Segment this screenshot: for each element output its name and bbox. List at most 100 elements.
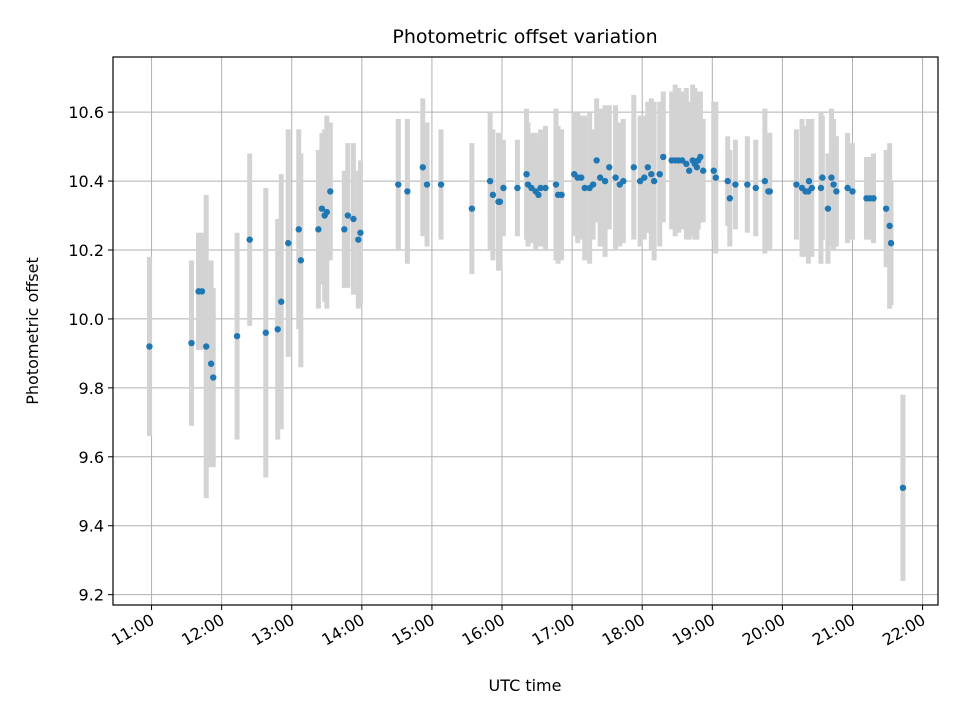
- data-point: [644, 164, 652, 171]
- y-tick-label: 9.2: [79, 586, 104, 605]
- data-point: [683, 160, 690, 168]
- data-point: [596, 174, 604, 181]
- y-tick-label: 10.4: [68, 172, 104, 191]
- data-point: [824, 205, 832, 212]
- data-point: [828, 174, 835, 181]
- data-point: [887, 239, 895, 247]
- data-point: [207, 360, 215, 367]
- data-point: [537, 184, 544, 192]
- data-point: [188, 339, 195, 347]
- data-point: [350, 215, 357, 223]
- data-point: [886, 222, 893, 230]
- data-point: [849, 188, 856, 195]
- data-point: [641, 174, 648, 181]
- data-point: [805, 177, 813, 185]
- data-point: [344, 212, 352, 219]
- data-point: [341, 226, 348, 233]
- y-tick-label: 10.6: [68, 103, 104, 122]
- data-point: [697, 153, 704, 161]
- y-axis: 9.2 9.4 9.6 9.8 10.0 10.2 10.4 10.6: [68, 103, 113, 605]
- data-point: [612, 174, 619, 181]
- data-point: [327, 188, 334, 195]
- y-tick-label: 9.6: [79, 448, 104, 467]
- data-point: [648, 170, 655, 178]
- data-point: [744, 181, 751, 188]
- data-point: [606, 164, 613, 171]
- data-point: [285, 239, 292, 247]
- data-point: [203, 343, 210, 350]
- data-point: [558, 191, 565, 199]
- plot-frame: [112, 56, 939, 606]
- data-point: [630, 164, 637, 171]
- data-point: [523, 170, 530, 178]
- data-point: [423, 181, 431, 188]
- data-point: [620, 177, 627, 185]
- data-point: [761, 177, 769, 185]
- data-point: [882, 205, 890, 212]
- data-point: [552, 181, 560, 188]
- data-point: [535, 191, 542, 199]
- data-point: [833, 188, 840, 195]
- data-point: [593, 157, 600, 164]
- data-point: [262, 329, 270, 336]
- data-point: [817, 184, 825, 192]
- data-point: [578, 174, 585, 181]
- data-point: [589, 181, 597, 188]
- data-point: [486, 177, 494, 185]
- data-point: [514, 184, 521, 192]
- data-point: [395, 181, 402, 188]
- data-point: [357, 229, 364, 236]
- data-point: [732, 181, 739, 188]
- y-tick-label: 9.8: [79, 379, 104, 398]
- data-point: [650, 177, 658, 185]
- data-point: [323, 208, 330, 216]
- x-axis-label: UTC time: [489, 676, 562, 695]
- data-point: [489, 191, 497, 199]
- data-point: [210, 374, 217, 381]
- data-point: [870, 195, 877, 202]
- y-tick-label: 10.2: [68, 241, 104, 260]
- data-point: [146, 343, 153, 350]
- data-point: [726, 195, 734, 202]
- data-point: [315, 226, 322, 233]
- y-tick-label: 9.4: [79, 517, 104, 536]
- data-point: [274, 326, 281, 333]
- data-point: [355, 236, 362, 243]
- data-point: [468, 205, 476, 212]
- data-point: [724, 177, 731, 185]
- data-point: [295, 226, 302, 233]
- data-point: [699, 167, 707, 174]
- data-point: [766, 188, 773, 195]
- data-point: [693, 164, 701, 171]
- data-point: [496, 198, 504, 205]
- data-point: [318, 205, 326, 212]
- data-point: [830, 181, 837, 188]
- data-point: [404, 188, 411, 195]
- chart-title: Photometric offset variation: [392, 26, 657, 48]
- data-point: [660, 153, 667, 161]
- data-point: [500, 184, 507, 192]
- data-point: [233, 332, 241, 340]
- data-point: [437, 181, 445, 188]
- data-point: [844, 184, 851, 192]
- data-point: [793, 181, 800, 188]
- data-point: [542, 184, 549, 192]
- data-points: [146, 153, 907, 492]
- data-point: [819, 174, 826, 181]
- data-point: [601, 177, 609, 185]
- data-point: [581, 184, 588, 192]
- data-point: [656, 170, 663, 178]
- data-point: [198, 288, 206, 295]
- data-point: [246, 236, 253, 243]
- data-point: [297, 257, 305, 264]
- data-point: [419, 164, 427, 171]
- data-point: [808, 184, 816, 192]
- data-point: [899, 484, 907, 492]
- data-point: [278, 298, 285, 305]
- y-tick-label: 10.0: [68, 310, 104, 329]
- data-point: [685, 167, 693, 174]
- y-axis-label: Photometric offset: [23, 257, 42, 405]
- data-point: [710, 167, 717, 174]
- data-point: [712, 174, 720, 181]
